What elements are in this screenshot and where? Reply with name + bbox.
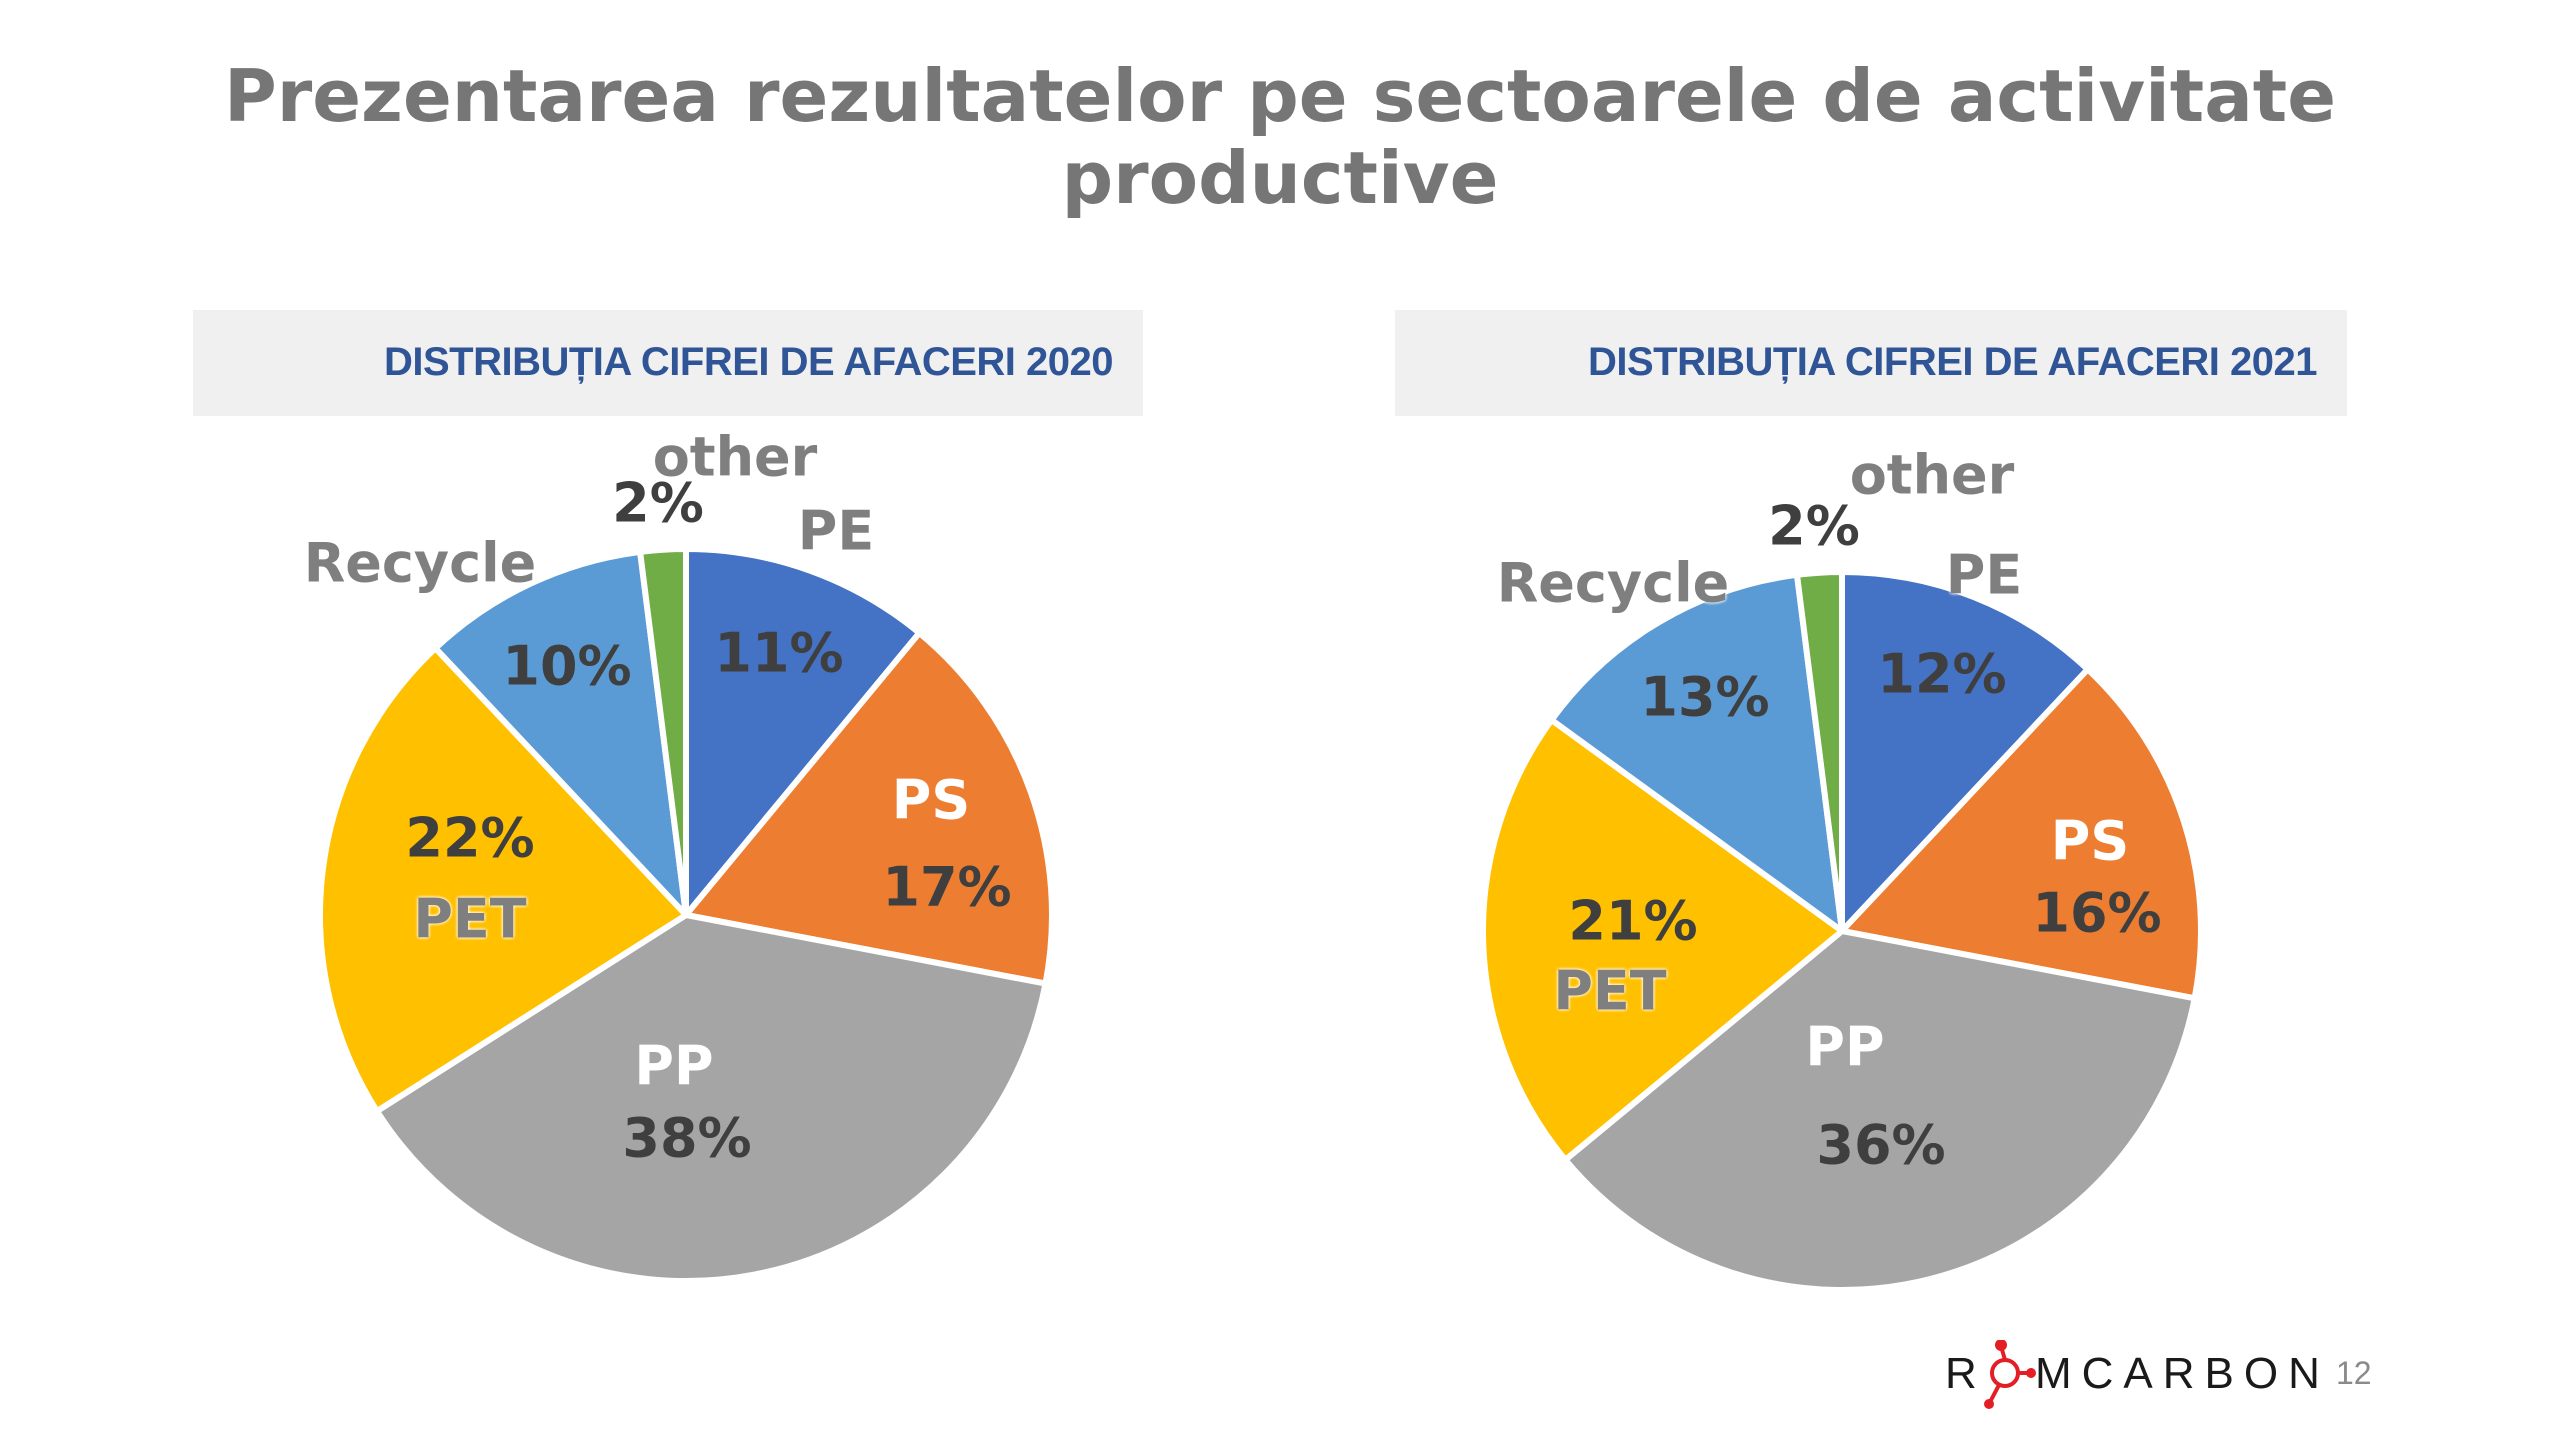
label-recycle-2020: Recycle — [303, 531, 537, 595]
label-recycle-2021: Recycle — [1496, 551, 1730, 615]
svg-text:MCARBON: MCARBON — [2035, 1349, 2330, 1398]
slide-title-line1: Prezentarea rezultatelor pe sectoarele d… — [223, 54, 2337, 138]
pie-slice-pet-2021 — [1480, 716, 1845, 1163]
pie-slice-other-2021 — [1794, 569, 1845, 934]
pie-slice-pe-2020 — [683, 546, 923, 918]
pie-slice-recycle-2021 — [1548, 571, 1845, 934]
label-other-2020: other — [652, 425, 818, 489]
pie-slice-ps-2021 — [1839, 666, 2204, 1002]
svg-text:R: R — [1945, 1349, 1987, 1398]
value-pe-2021: 12% — [1877, 642, 2007, 706]
label-pp-2020: PP — [634, 1034, 714, 1098]
value-pe-2020: 11% — [714, 621, 844, 685]
chart-2020-header: DISTRIBUȚIA CIFREI DE AFACERI 2020 — [193, 310, 1143, 416]
slide-title-line2: productive — [1061, 136, 1499, 220]
pie-slice-recycle-2020 — [432, 548, 689, 918]
value-ps-2020: 17% — [882, 855, 1012, 919]
value-recycle-2020: 10% — [502, 634, 632, 698]
pie-slice-pet-2020 — [317, 645, 689, 1115]
label-pe-2021: PE — [1945, 543, 2023, 607]
label-pe-2020: PE — [797, 499, 875, 563]
slide-title: Prezentarea rezultatelor pe sectoarele d… — [0, 55, 2560, 219]
label-ps-2021: PS — [2050, 809, 2130, 873]
label-pet-2020: PET — [413, 887, 527, 951]
chart-2021-header: DISTRIBUȚIA CIFREI DE AFACERI 2021 — [1395, 310, 2347, 416]
pie-slice-pp-2021 — [1562, 928, 2198, 1293]
chart-2020-title: DISTRIBUȚIA CIFREI DE AFACERI 2020 — [383, 340, 1114, 384]
chart-2021-title: DISTRIBUȚIA CIFREI DE AFACERI 2021 — [1587, 340, 2318, 384]
value-recycle-2021: 13% — [1640, 665, 1770, 729]
label-ps-2020: PS — [891, 768, 971, 832]
value-pp-2021: 36% — [1816, 1113, 1946, 1177]
page-number: 12 — [2336, 1355, 2372, 1391]
pie-slice-ps-2020 — [683, 629, 1055, 987]
label-pp-2021: PP — [1805, 1015, 1885, 1079]
value-pp-2020: 38% — [622, 1106, 752, 1170]
value-ps-2021: 16% — [2032, 881, 2162, 945]
romcarbon-logo: R MCARBON — [1945, 1340, 2330, 1409]
pie-slice-pe-2021 — [1839, 569, 2091, 934]
label-other-2021: other — [1849, 443, 2015, 507]
value-pet-2021: 21% — [1568, 889, 1698, 953]
value-pet-2020: 22% — [405, 806, 535, 870]
label-pet-2021: PET — [1553, 959, 1667, 1023]
value-other-2021: 2% — [1768, 494, 1860, 558]
value-other-2020: 2% — [612, 471, 704, 535]
pie-slice-other-2020 — [637, 546, 689, 918]
